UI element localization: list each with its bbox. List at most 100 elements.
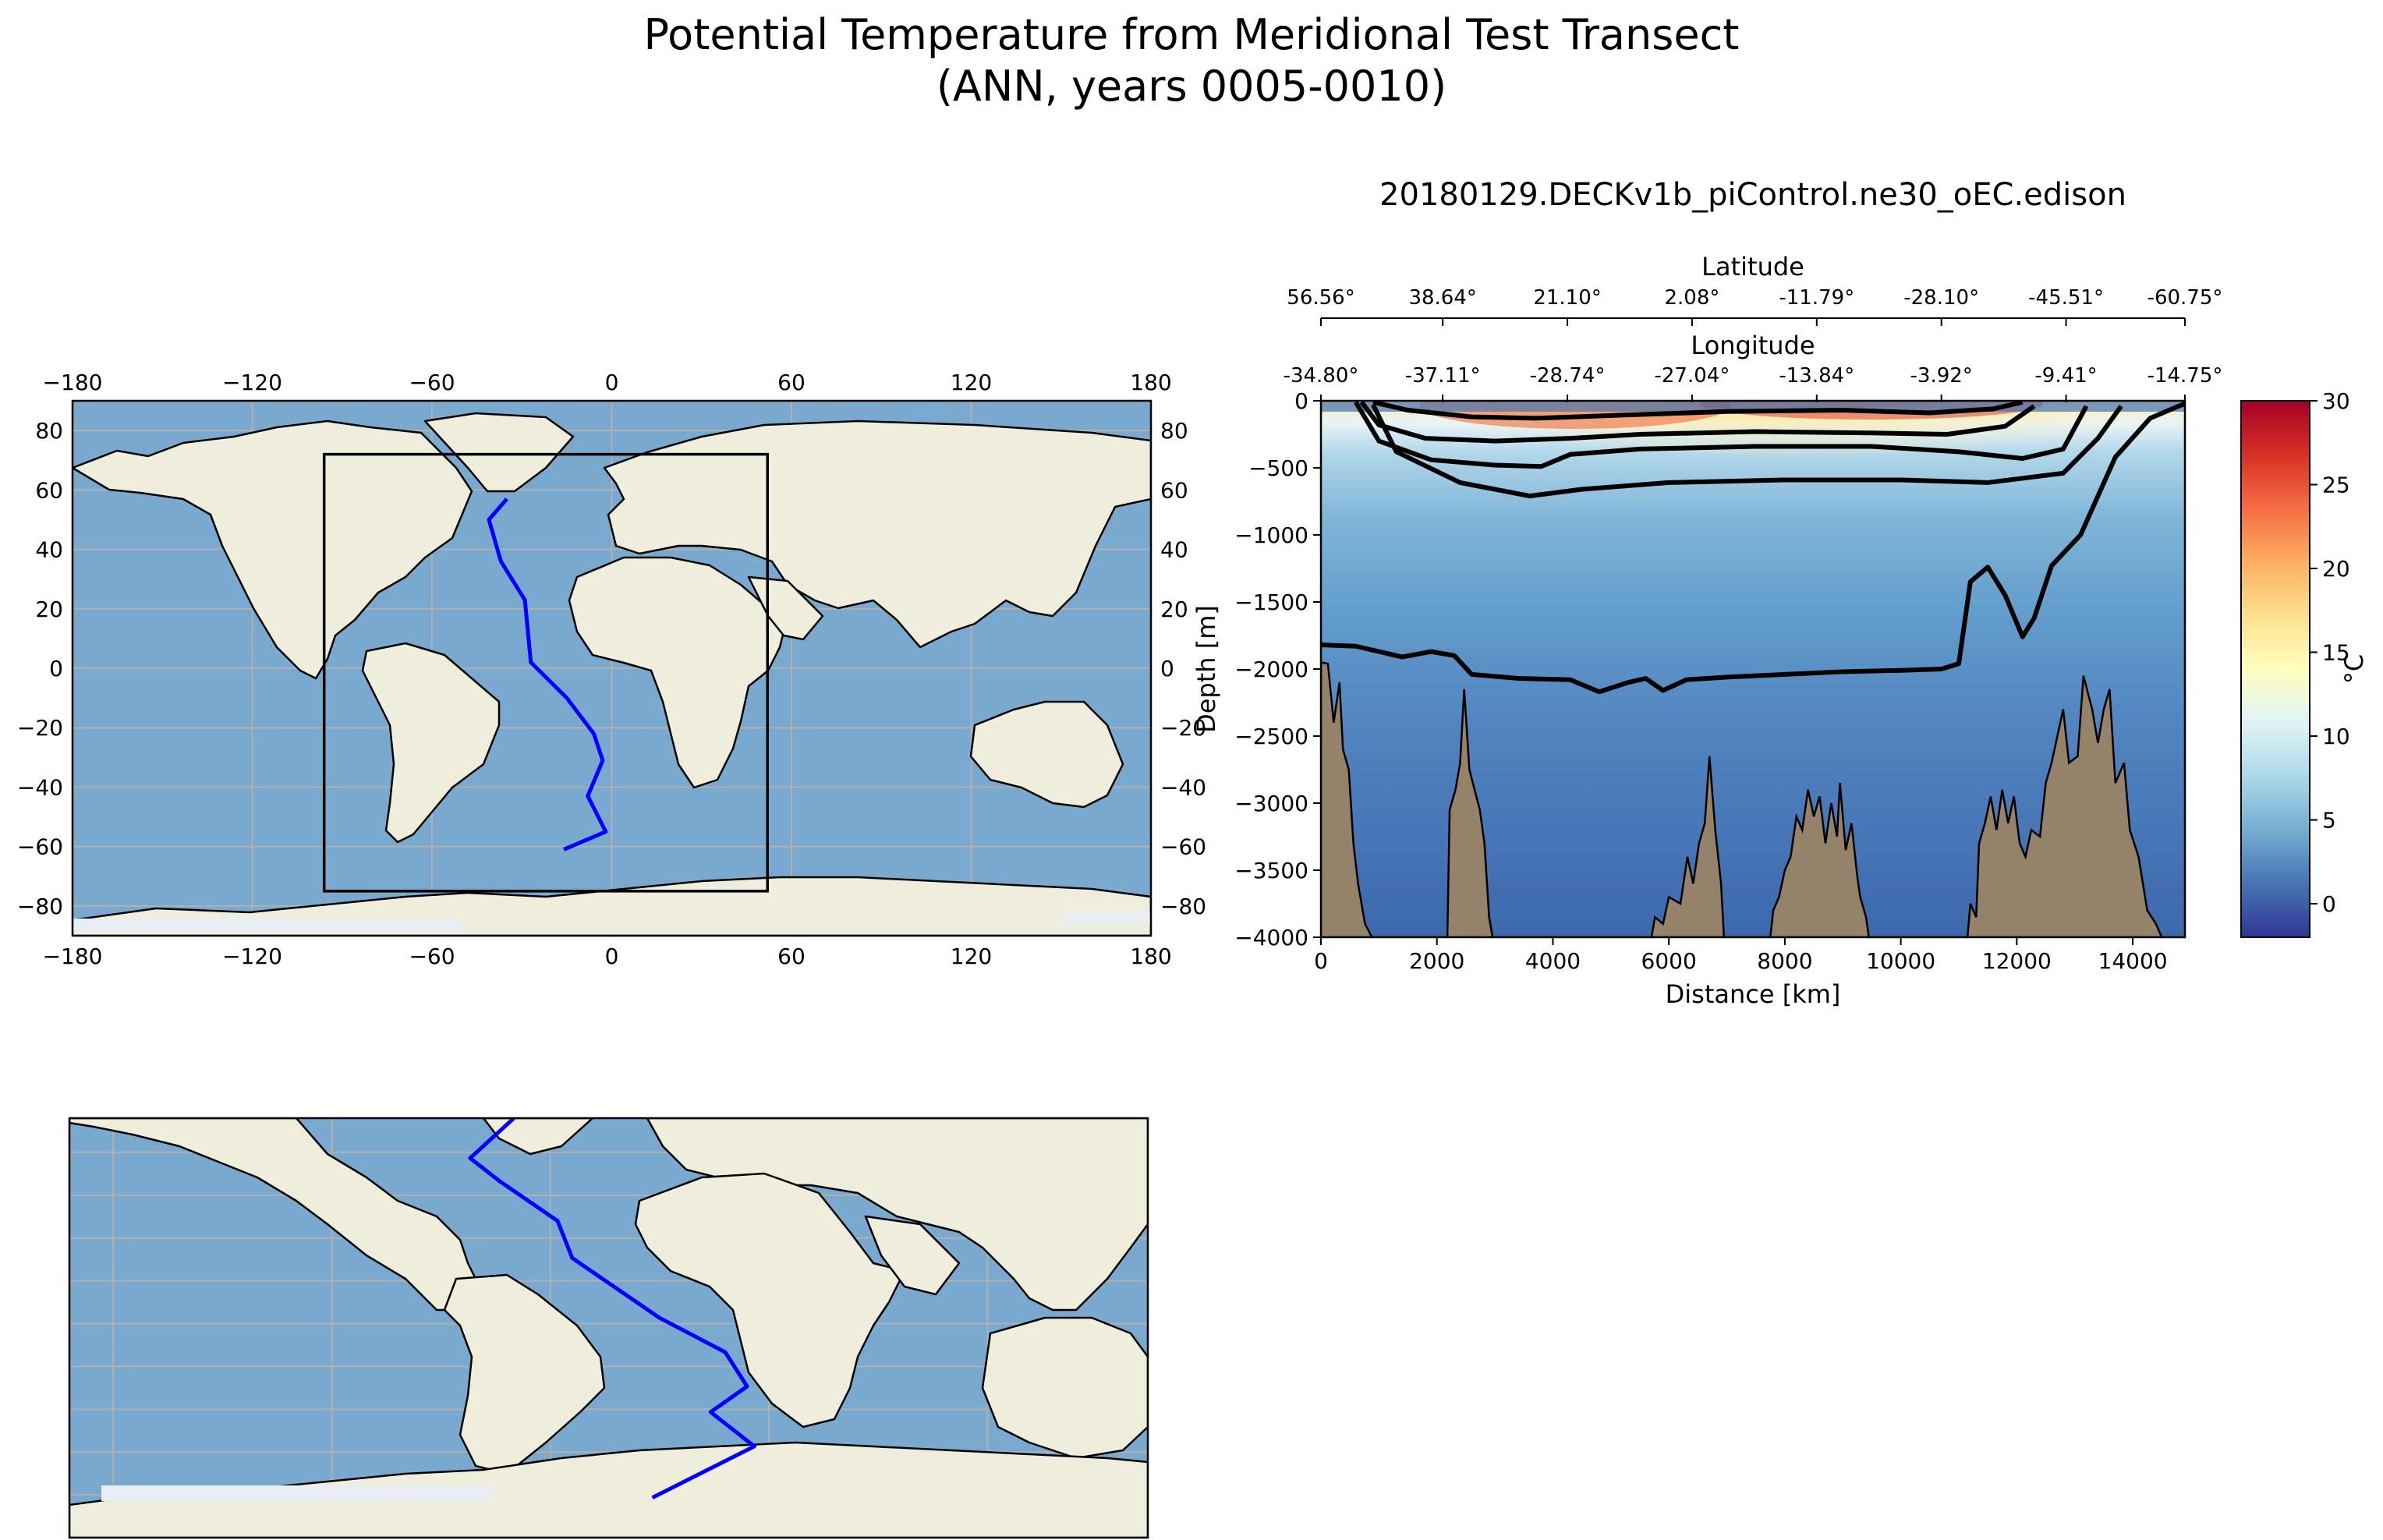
map-lat-tick-left: 60: [35, 477, 63, 503]
land-eurasia: [603, 420, 1151, 649]
longitude-tick-label: -27.04°: [1655, 364, 1730, 388]
longitude-tick-label: -3.92°: [1910, 364, 1973, 388]
contour-4: [1321, 401, 2185, 695]
latitude-tick-label: -11.79°: [1779, 286, 1854, 310]
latitude-tick-label: -28.10°: [1903, 286, 1979, 310]
land-africa: [568, 556, 789, 789]
map-frame-zoom: [68, 1117, 1149, 1539]
x-tick-label: 2000: [1409, 948, 1464, 974]
bathymetry: [1321, 661, 2163, 937]
map-lon-tick-bottom: 0: [605, 943, 619, 969]
colorbar-tick-label: 20: [2322, 556, 2350, 582]
ice-shelf-zoom: [101, 1485, 491, 1501]
latitude-tick-label: 2.08°: [1664, 286, 1719, 310]
map-lat-tick-left: 0: [49, 656, 63, 681]
colorbar-tick-label: 30: [2322, 388, 2350, 414]
land-antarctica-zoom: [69, 1441, 1148, 1538]
land-north-america-zoom: [69, 1118, 485, 1312]
y-tick-label: −2000: [1234, 657, 1308, 682]
colorbar-tick-label: 25: [2322, 473, 2350, 498]
land-south-america: [361, 642, 501, 844]
map-lat-tick-right: −80: [1160, 894, 1206, 919]
figure-title-line1: Potential Temperature from Meridional Te…: [643, 10, 1740, 59]
land-australia-zoom: [981, 1316, 1148, 1460]
latitude-tick-label: 38.64°: [1408, 286, 1476, 310]
map-lon-tick-bottom: 180: [1130, 943, 1171, 969]
y-tick-label: −500: [1248, 455, 1308, 481]
map-lon-tick-top: −180: [43, 370, 103, 395]
zoomed-map: [68, 1117, 1149, 1539]
section-axes: 0 2000 4000 6000 8000 10000 12000 14000 0 −500 −10…: [1234, 286, 2222, 974]
y-tick-label: −2500: [1234, 724, 1308, 749]
longitude-tick-label: -13.84°: [1779, 364, 1854, 388]
transect-section: 20180129.DECKv1b_piControl.ne30_oEC.edis…: [1192, 177, 2369, 1009]
figure-title: Potential Temperature from Meridional Te…: [0, 9, 2383, 112]
longitude-axis-label: Longitude: [1691, 331, 1815, 360]
x-tick-label: 4000: [1525, 948, 1581, 974]
figure-title-line2: (ANN, years 0005-0010): [936, 62, 1447, 111]
contour-10: [1354, 401, 2089, 469]
map-lat-tick-right: 80: [1160, 418, 1188, 444]
x-tick-label: 14000: [2098, 948, 2168, 974]
y-tick-label: −3000: [1234, 791, 1308, 816]
longitude-tick-label: -28.74°: [1530, 364, 1606, 388]
global-map: −180 −180 −120 −120 −60 −60 0 0 60 60 120 120 180 180…: [17, 370, 1206, 969]
section-title: 20180129.DECKv1b_piControl.ne30_oEC.edis…: [1379, 177, 2126, 213]
map-lon-tick-top: 0: [605, 370, 619, 395]
map-tick-labels: −180 −180 −120 −120 −60 −60 0 0 60 60 120 120 180 180…: [17, 370, 1206, 969]
continents-zoom: [69, 1118, 1148, 1538]
colorbar-ticks: 0 5 10 15 20 25 30: [2310, 388, 2350, 917]
land-arabia-zoom: [864, 1215, 961, 1296]
colorbar-tick-label: 0: [2322, 891, 2336, 917]
contour-lines: [1321, 401, 2185, 695]
colorbar: [2240, 400, 2310, 938]
x-tick-label: 6000: [1641, 948, 1697, 974]
x-tick-label: 10000: [1866, 948, 1935, 974]
map-lon-tick-top: 60: [777, 370, 806, 395]
map-lat-tick-right: 0: [1160, 656, 1174, 681]
land-north-america: [73, 420, 473, 680]
latitude-axis-label: Latitude: [1701, 252, 1804, 281]
map-frame: [71, 399, 1153, 937]
contour-8: [1371, 403, 2123, 499]
colorbar-tick-label: 10: [2322, 724, 2350, 749]
longitude-tick-label: -9.41°: [2034, 364, 2097, 388]
y-tick-label: −4000: [1234, 925, 1308, 951]
x-tick-label: 8000: [1757, 948, 1812, 974]
land-greenland: [423, 412, 575, 493]
map-lat-tick-left: −60: [17, 834, 63, 860]
map-lat-tick-right: 60: [1160, 477, 1188, 503]
latitude-tick-label: -45.51°: [2028, 286, 2104, 310]
colorbar-tick-label: 15: [2322, 640, 2350, 666]
transect-line-zoom: [468, 1118, 756, 1499]
y-tick-label: −1500: [1234, 589, 1308, 615]
latitude-tick-label: 21.10°: [1533, 286, 1601, 310]
map-lat-tick-right: 40: [1160, 537, 1188, 563]
map-lon-tick-top: −60: [409, 370, 455, 395]
map-lat-tick-right: −60: [1160, 834, 1206, 860]
y-tick-label: 0: [1294, 388, 1308, 414]
map-lon-tick-top: −120: [222, 370, 282, 395]
map-lat-tick-left: −80: [17, 894, 63, 919]
y-tick-label: −3500: [1234, 858, 1308, 883]
continents: [73, 412, 1151, 936]
longitude-tick-label: -37.11°: [1405, 364, 1481, 388]
map-lat-tick-left: 80: [35, 418, 63, 444]
y-tick-label: −1000: [1234, 522, 1308, 548]
map-lon-tick-top: 120: [951, 370, 992, 395]
colorbar-label: °C: [2339, 654, 2369, 684]
map-lat-tick-left: −20: [17, 715, 63, 741]
map-lon-tick-bottom: −60: [409, 943, 455, 969]
contour-20: [1372, 401, 2024, 421]
latitude-tick-label: 56.56°: [1287, 286, 1354, 310]
map-lat-tick-right: 20: [1160, 597, 1188, 622]
section-xlabel: Distance [km]: [1666, 979, 1841, 1009]
land-africa-zoom: [634, 1172, 906, 1428]
map-lon-tick-bottom: −180: [43, 943, 103, 969]
section-ylabel: Depth [m]: [1192, 605, 1221, 733]
longitude-tick-label: -14.75°: [2148, 364, 2223, 388]
x-tick-label: 0: [1314, 948, 1328, 974]
extent-box: [322, 452, 770, 893]
map-lat-tick-left: 40: [35, 537, 63, 563]
